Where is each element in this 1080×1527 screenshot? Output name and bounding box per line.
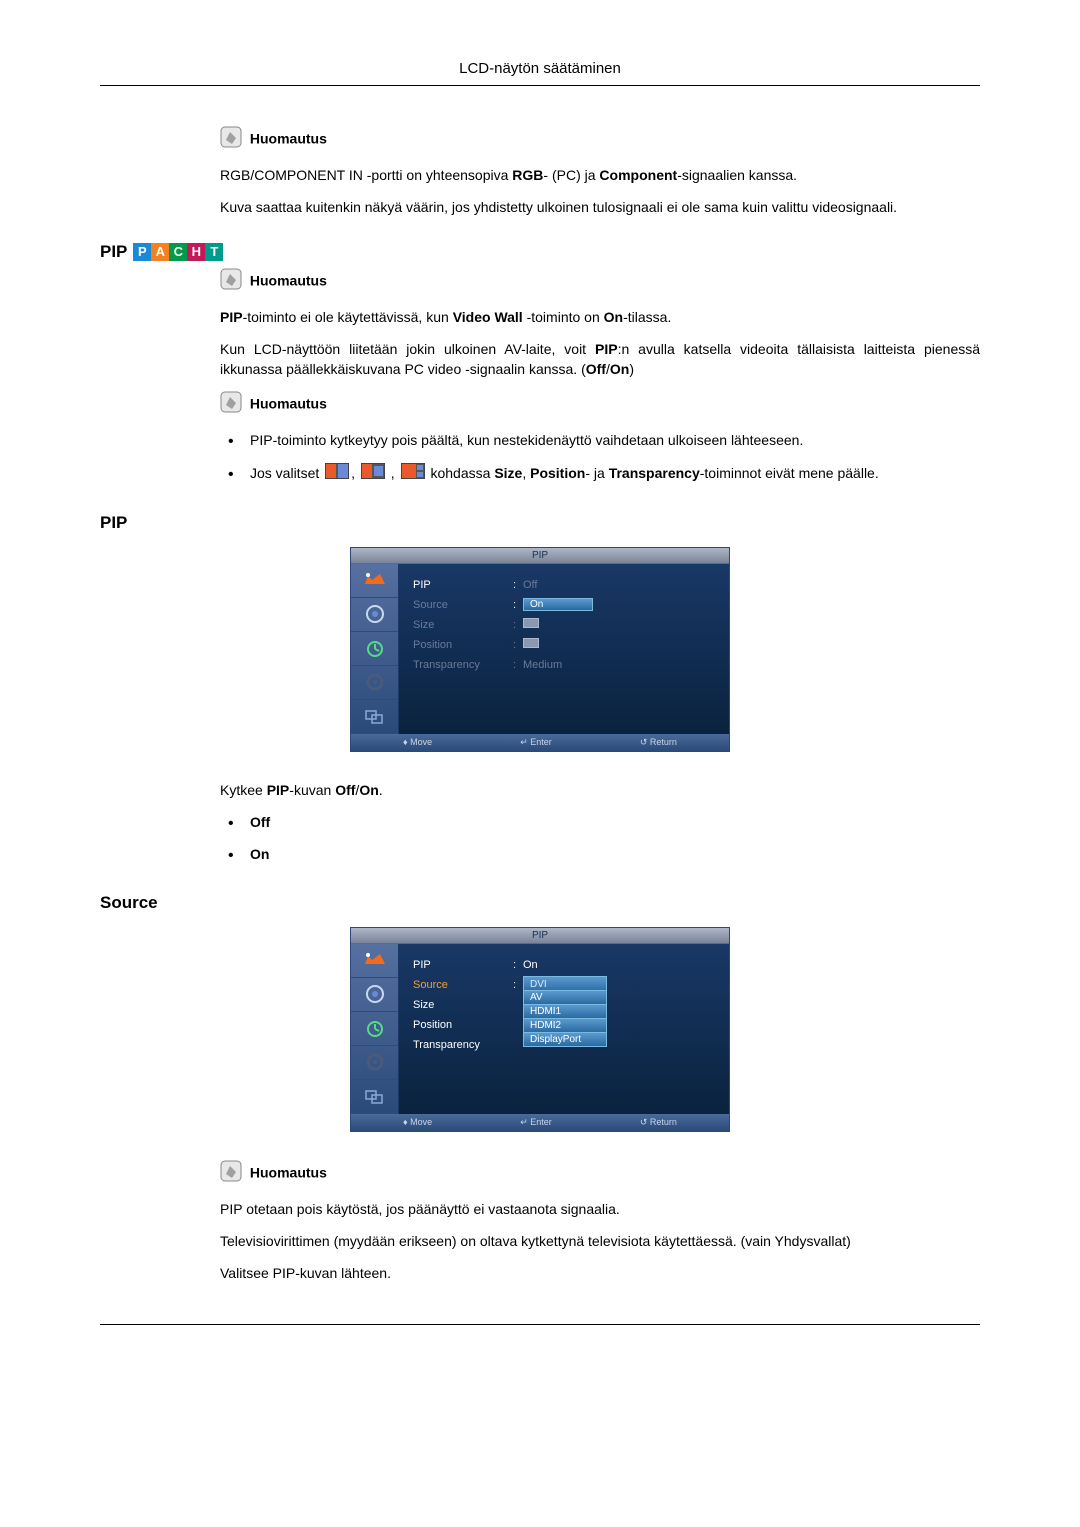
osd-row-transparency: Transparency: Medium	[413, 656, 717, 674]
source-dropdown: AVHDMI1HDMI2DisplayPort	[523, 990, 607, 1047]
osd-side-timer-icon	[351, 632, 398, 666]
osd-row-position: Position:	[413, 636, 717, 654]
osd-footer: ♦ Move ↵ Enter ↺ Return	[351, 734, 729, 751]
note-icon	[220, 268, 242, 293]
dropdown-option: HDMI2	[523, 1019, 607, 1033]
mode-badge: P	[133, 243, 151, 261]
paragraph: Televisiovirittimen (myydään erikseen) o…	[220, 1231, 980, 1251]
thumb-icon	[523, 638, 539, 648]
list-item: On	[220, 844, 980, 864]
paragraph: Valitsee PIP-kuvan lähteen.	[220, 1263, 980, 1283]
pip-layout-icon	[401, 463, 425, 484]
pip-heading-row: PIP PACHT	[100, 242, 980, 262]
osd-main-panel: PIP: On Source: DVI Size Position Transp…	[399, 944, 729, 1114]
header-title: LCD-näytön säätäminen	[459, 60, 621, 77]
osd-side-multi-icon	[351, 700, 398, 734]
bullet-list: PIP-toiminto kytkeytyy pois päältä, kun …	[220, 430, 980, 484]
osd-footer: ♦ Move ↵ Enter ↺ Return	[351, 1114, 729, 1131]
osd-row-size: Size:	[413, 616, 717, 634]
paragraph: Kuva saattaa kuitenkin näkyä väärin, jos…	[220, 197, 980, 217]
osd-sidebar	[351, 564, 399, 734]
note-label: Huomautus	[250, 131, 327, 147]
paragraph: Kun LCD-näyttöön liitetään jokin ulkoine…	[220, 339, 980, 380]
osd-row-pip: PIP: Off	[413, 576, 717, 594]
mode-badge: H	[187, 243, 205, 261]
osd-side-picture-icon	[351, 944, 398, 978]
osd-hint-enter: ↵ Enter	[520, 1117, 552, 1128]
pip-layout-icon	[361, 463, 385, 484]
osd-sidebar	[351, 944, 399, 1114]
osd-side-setup-icon	[351, 666, 398, 700]
pip-subheading: PIP	[100, 513, 980, 533]
pip-layout-icon	[325, 463, 349, 484]
note-icon	[220, 126, 242, 151]
osd-side-sound-icon	[351, 978, 398, 1012]
osd-menu: PIP PIP: Off Source: On Size:	[350, 547, 730, 752]
osd-side-picture-icon	[351, 564, 398, 598]
pip-heading: PIP	[100, 242, 127, 262]
note-label: Huomautus	[250, 1164, 327, 1180]
osd-title: PIP	[351, 548, 729, 564]
osd-hint-return: ↺ Return	[640, 737, 677, 748]
section-rgb-component: Huomautus RGB/COMPONENT IN -portti on yh…	[220, 126, 980, 218]
osd-screenshot-source: PIP PIP: On Source: DVI Size	[100, 927, 980, 1132]
mode-badge-row: PACHT	[133, 242, 223, 260]
note-block: Huomautus	[220, 126, 980, 151]
note-label: Huomautus	[250, 272, 327, 288]
thumb-icon	[523, 618, 539, 628]
dropdown-option: HDMI1	[523, 1005, 607, 1019]
paragraph: RGB/COMPONENT IN -portti on yhteensopiva…	[220, 165, 980, 185]
section-pip-intro: Huomautus PIP-toiminto ei ole käytettävi…	[220, 268, 980, 485]
list-item: PIP-toiminto kytkeytyy pois päältä, kun …	[220, 430, 980, 450]
dropdown-option: DisplayPort	[523, 1033, 607, 1047]
osd-hint-return: ↺ Return	[640, 1117, 677, 1128]
osd-hint-move: ♦ Move	[403, 1117, 432, 1128]
osd-screenshot-pip: PIP PIP: Off Source: On Size:	[100, 547, 980, 752]
osd-hint-move: ♦ Move	[403, 737, 432, 748]
note-block: Huomautus	[220, 1160, 980, 1185]
page-footer	[100, 1324, 980, 1334]
list-item: Jos valitset , , kohdassa Size, Position…	[220, 463, 980, 485]
note-block: Huomautus	[220, 391, 980, 416]
osd-side-timer-icon	[351, 1012, 398, 1046]
osd-side-sound-icon	[351, 598, 398, 632]
page-header: LCD-näytön säätäminen	[100, 60, 980, 86]
bullet-list: Off On	[220, 812, 980, 865]
note-icon	[220, 391, 242, 416]
osd-title: PIP	[351, 928, 729, 944]
paragraph: PIP otetaan pois käytöstä, jos päänäyttö…	[220, 1199, 980, 1219]
osd-side-setup-icon	[351, 1046, 398, 1080]
dropdown-option: AV	[523, 990, 607, 1005]
paragraph: PIP-toiminto ei ole käytettävissä, kun V…	[220, 307, 980, 327]
note-block: Huomautus	[220, 268, 980, 293]
list-item: Off	[220, 812, 980, 832]
osd-row-pip: PIP: On	[413, 956, 717, 974]
osd-side-multi-icon	[351, 1080, 398, 1114]
osd-main-panel: PIP: Off Source: On Size: Position: Tran…	[399, 564, 729, 734]
note-label: Huomautus	[250, 396, 327, 412]
mode-badge: A	[151, 243, 169, 261]
mode-badge: C	[169, 243, 187, 261]
paragraph: Kytkee PIP-kuvan Off/On.	[220, 780, 980, 800]
osd-hint-enter: ↵ Enter	[520, 737, 552, 748]
source-caption-block: Huomautus PIP otetaan pois käytöstä, jos…	[220, 1160, 980, 1284]
source-subheading: Source	[100, 893, 980, 913]
pip-caption-block: Kytkee PIP-kuvan Off/On. Off On	[220, 780, 980, 865]
osd-menu: PIP PIP: On Source: DVI Size	[350, 927, 730, 1132]
osd-row-pip-on: Source: On	[413, 596, 717, 614]
mode-badge: T	[205, 243, 223, 261]
note-icon	[220, 1160, 242, 1185]
